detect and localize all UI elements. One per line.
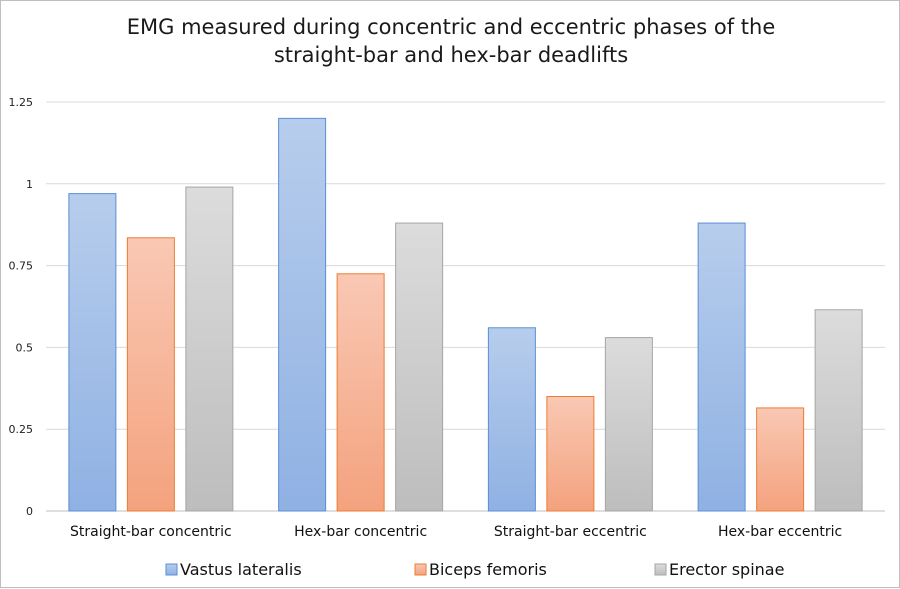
y-tick-label: 0 [26, 505, 33, 518]
legend-label-biceps: Biceps femoris [429, 560, 547, 579]
bar-erector [604, 337, 653, 512]
bar-biceps [756, 407, 805, 512]
y-tick-label: 0.25 [9, 423, 34, 436]
bar-biceps [126, 237, 175, 512]
legend-label-vastus: Vastus lateralis [180, 560, 302, 579]
bar-erector [814, 309, 863, 512]
bar-vastus [68, 193, 117, 512]
bar-biceps [546, 395, 595, 512]
bars [68, 117, 863, 512]
legend-swatch-erector [654, 563, 667, 576]
y-tick-label: 0.5 [16, 341, 34, 354]
x-category-label: Hex-bar eccentric [718, 524, 842, 540]
legend-label-erector: Erector spinae [669, 560, 784, 579]
bar-biceps [336, 273, 385, 512]
y-tick-label: 0.75 [9, 260, 34, 273]
legend-swatch-vastus [165, 563, 178, 576]
bar-erector [185, 186, 234, 512]
bar-vastus [697, 222, 746, 512]
legend-swatch-biceps [414, 563, 427, 576]
y-axis-ticks: 0 0.25 0.5 0.75 1 1.25 [9, 96, 34, 518]
x-axis-labels: Straight-bar concentric Hex-bar concentri… [70, 524, 842, 540]
x-category-label: Hex-bar concentric [294, 524, 427, 540]
x-category-label: Straight-bar concentric [70, 524, 232, 540]
y-tick-label: 1.25 [9, 96, 34, 109]
x-category-label: Straight-bar eccentric [494, 524, 647, 540]
y-tick-label: 1 [26, 178, 33, 191]
chart-title-line-2: straight-bar and hex-bar deadlifts [274, 43, 628, 67]
bar-vastus [278, 117, 327, 512]
bar-vastus [487, 327, 536, 512]
bar-erector [395, 222, 444, 512]
chart-title-line-1: EMG measured during concentric and eccen… [127, 15, 775, 39]
legend: Vastus lateralis Biceps femoris Erector sp… [165, 560, 784, 579]
